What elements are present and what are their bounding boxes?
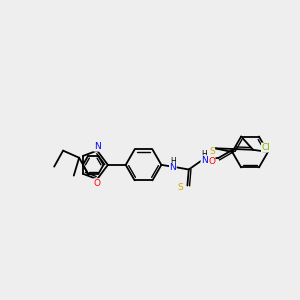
Text: Cl: Cl [261,143,270,152]
Text: O: O [94,178,101,188]
Text: N: N [169,164,176,172]
Text: S: S [209,147,215,156]
Text: O: O [208,158,215,166]
Text: N: N [201,156,208,165]
Text: N: N [94,142,101,151]
Text: H: H [202,150,207,159]
Text: S: S [178,183,183,192]
Text: H: H [170,158,176,166]
